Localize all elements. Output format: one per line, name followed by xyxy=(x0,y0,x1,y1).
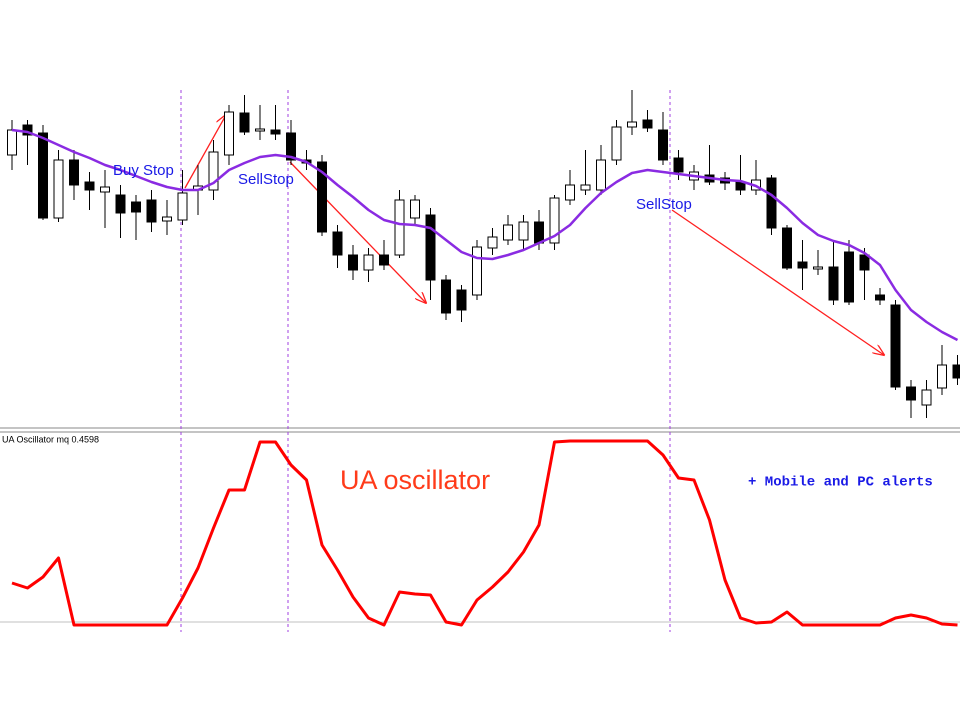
candle-body xyxy=(394,199,405,256)
candle-body xyxy=(146,199,157,223)
candle-body xyxy=(673,157,684,173)
candle-body xyxy=(611,126,622,161)
candle-body xyxy=(906,386,916,401)
candle-body xyxy=(658,129,668,161)
candle-body xyxy=(53,159,64,219)
candle-body xyxy=(875,294,885,301)
candle-body xyxy=(813,266,823,270)
candle-body xyxy=(844,251,854,303)
candle-body xyxy=(797,261,808,269)
candle-body xyxy=(38,132,48,219)
candle-body xyxy=(131,201,141,213)
candle-body xyxy=(921,389,932,406)
candle-body xyxy=(348,254,358,271)
annotation: SellStop xyxy=(238,171,294,188)
candle-body xyxy=(627,121,637,128)
marks xyxy=(7,90,960,627)
arrow xyxy=(289,161,426,303)
candle-body xyxy=(286,132,296,161)
candle-body xyxy=(162,216,172,222)
candle-body xyxy=(379,254,389,266)
candle-body xyxy=(859,254,870,271)
candle-body xyxy=(937,364,947,389)
annotation: + Mobile and PC alerts xyxy=(748,475,933,491)
labels: Buy Stop SellStop SellStop UA Oscillator… xyxy=(2,162,933,495)
candle-body xyxy=(239,112,250,133)
candle-body xyxy=(472,246,482,296)
candle-body xyxy=(782,227,792,269)
candle-body xyxy=(565,184,575,201)
oscillator-line xyxy=(11,439,958,627)
candle-body xyxy=(642,119,653,129)
candle-body xyxy=(441,279,451,314)
candle-body xyxy=(534,221,544,244)
candle-body xyxy=(84,181,95,191)
candle-body xyxy=(410,199,420,219)
candle-body xyxy=(766,177,777,229)
candle-body xyxy=(317,161,327,233)
arrow xyxy=(671,209,884,355)
candle-body xyxy=(22,124,33,136)
candle-body xyxy=(100,186,110,193)
candle-body xyxy=(828,266,839,301)
candle-body xyxy=(518,221,529,241)
moving-average xyxy=(11,128,959,342)
candle-body xyxy=(456,289,467,311)
oscillator-title: UA Oscillator mq 0.4598 xyxy=(2,434,99,444)
candle-body xyxy=(503,224,513,241)
annotation: UA oscillator xyxy=(340,465,490,495)
candle-body xyxy=(69,159,79,186)
annotation: Buy Stop xyxy=(113,162,174,179)
candle-body xyxy=(115,194,126,214)
candle-body xyxy=(425,214,436,281)
candle-body xyxy=(596,159,606,191)
candle-body xyxy=(224,111,234,156)
candle-body xyxy=(177,192,188,221)
layout xyxy=(0,90,960,632)
candle-body xyxy=(255,128,265,132)
candle-body xyxy=(952,364,960,379)
arrow xyxy=(184,115,226,189)
candle-body xyxy=(7,129,17,156)
candle-body xyxy=(363,254,374,271)
candle-body xyxy=(580,184,591,191)
annotation: SellStop xyxy=(636,196,692,213)
candle-body xyxy=(208,151,219,191)
candle-body xyxy=(549,197,560,244)
candle-body xyxy=(332,231,343,256)
candle-body xyxy=(487,236,498,249)
candle-body xyxy=(270,129,281,135)
candle-body xyxy=(890,304,901,388)
